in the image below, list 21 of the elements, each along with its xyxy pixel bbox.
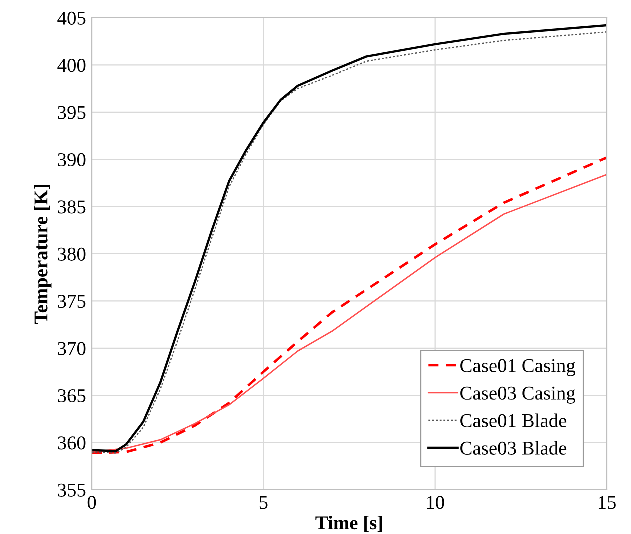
y-tick-label: 380: [58, 248, 86, 261]
y-tick-label: 365: [58, 389, 86, 403]
y-tick-label: 360: [58, 436, 86, 450]
x-axis-title: Time [s]: [316, 516, 382, 532]
y-tick-label: 405: [58, 12, 86, 25]
legend-label: Case01 Casing: [460, 359, 576, 376]
x-tick-label: 5: [260, 496, 268, 510]
x-tick-label: 0: [88, 496, 96, 510]
y-tick-label: 390: [58, 153, 86, 167]
y-tick-label: 385: [58, 200, 86, 214]
legend-label: Case03 Blade: [460, 441, 567, 455]
y-tick-label: 400: [58, 59, 86, 72]
y-tick-label: 375: [58, 295, 86, 308]
y-tick-label: 355: [58, 484, 86, 497]
x-tick-label: 10: [427, 496, 444, 510]
legend-label: Case01 Blade: [460, 414, 567, 428]
y-tick-label: 370: [58, 342, 86, 356]
x-tick-label: 15: [598, 496, 616, 510]
y-tick-label: 395: [58, 106, 86, 120]
y-axis-title: Temperature [K]: [34, 184, 52, 324]
legend-label: Case03 Casing: [460, 386, 576, 404]
